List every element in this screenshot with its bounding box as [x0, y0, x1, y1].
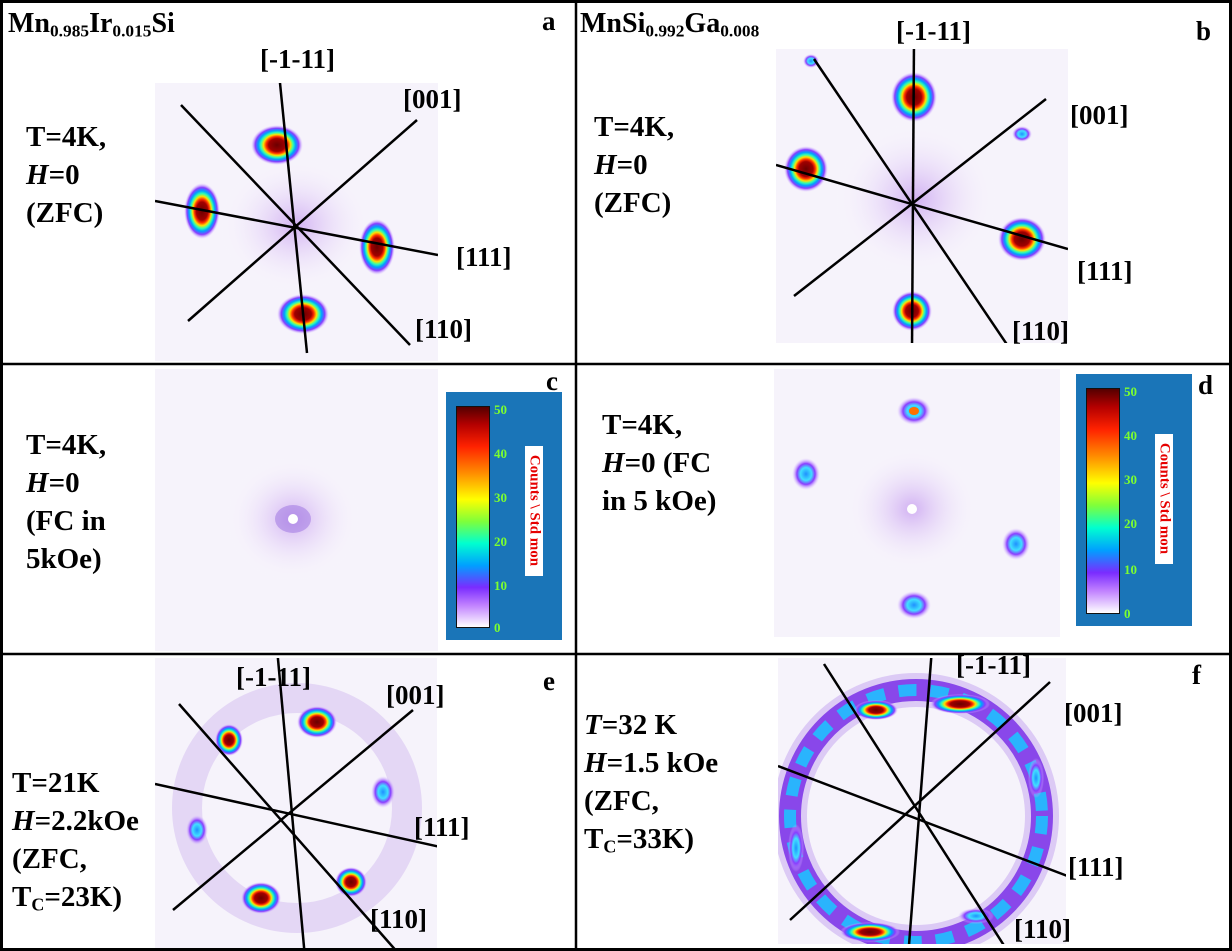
direction-label-m111: [-1-11]	[896, 16, 971, 46]
colorbar: 50 40 30 20 10 0 Counts \ Std mon	[1076, 374, 1192, 626]
panel-e: e T=21K H=2.2kOe (ZFC, TC=23K) [-1-11] […	[0, 654, 576, 951]
colorbar-tick: 0	[1124, 606, 1131, 621]
bragg-spot	[241, 882, 281, 914]
bragg-spot	[371, 776, 395, 808]
panel-f-conditions: T=32 K H=1.5 kOe (ZFC, TC=33K)	[584, 709, 719, 857]
bragg-spot	[792, 458, 820, 490]
bragg-spot	[251, 125, 303, 165]
bragg-spot	[359, 219, 395, 275]
colorbar-tick: 50	[1124, 384, 1137, 399]
bragg-spot	[1002, 528, 1030, 560]
diffraction-map-e	[155, 658, 437, 948]
panel-d: d T=4K, H=0 (FC in 5 kOe) 50 40 30 20 10…	[576, 364, 1232, 654]
bragg-spot	[335, 867, 367, 897]
panel-e-conditions: T=21K H=2.2kOe (ZFC, TC=23K)	[12, 767, 139, 915]
bragg-spot	[784, 146, 828, 192]
colorbar-tick: 20	[1124, 516, 1137, 531]
panel-e-letter: e	[543, 666, 555, 696]
colorbar-tick: 30	[494, 490, 507, 505]
colorbar: 50 40 30 20 10 0 Counts \ Std mon	[446, 392, 562, 640]
direction-label-110: [110]	[1012, 316, 1069, 346]
bragg-spot	[186, 815, 208, 845]
panel-c: c T=4K, H=0 (FC in 5kOe) 50 40 30 20 10 …	[0, 364, 576, 654]
direction-label-110: [110]	[1014, 914, 1071, 944]
panel-b-letter: b	[1196, 16, 1212, 46]
colorbar-tick: 10	[1124, 562, 1137, 577]
diffraction-map-b	[776, 49, 1068, 343]
bragg-spot	[897, 591, 931, 619]
panel-d-letter: d	[1198, 370, 1214, 400]
colorbar-gradient	[456, 406, 490, 628]
direction-label-001: [001]	[1064, 698, 1123, 728]
colorbar-tick: 10	[494, 578, 507, 593]
colorbar-tick: 40	[1124, 428, 1137, 443]
direction-label-111: [111]	[414, 812, 470, 842]
colorbar-tick: 30	[1124, 472, 1137, 487]
direction-label-m111: [-1-11]	[260, 44, 335, 74]
bragg-spot	[215, 724, 243, 756]
bragg-spot	[297, 706, 337, 738]
panel-c-conditions: T=4K, H=0 (FC in 5kOe)	[26, 429, 107, 575]
panel-b: MnSi0.992Ga0.008 b T=4K, H=0 (ZFC) [-1-1…	[576, 0, 1232, 364]
panel-f-letter: f	[1192, 660, 1201, 690]
direction-label-111: [111]	[1077, 256, 1133, 286]
colorbar-tick: 0	[494, 620, 501, 635]
diffraction-map-f	[778, 658, 1066, 944]
colorbar-gradient	[1086, 388, 1120, 614]
bragg-spot	[998, 217, 1046, 261]
direction-label-110: [110]	[370, 904, 427, 934]
direction-label-111: [111]	[1068, 852, 1124, 882]
direction-label-m111: [-1-11]	[956, 650, 1031, 680]
diffraction-map-d	[774, 369, 1060, 637]
colorbar-tick: 20	[494, 534, 507, 549]
panel-d-conditions: T=4K, H=0 (FC in 5 kOe)	[602, 409, 717, 517]
panel-b-title: MnSi0.992Ga0.008	[580, 8, 760, 41]
panel-c-letter: c	[546, 366, 558, 396]
colorbar-title: Counts \ Std mon	[525, 446, 543, 576]
direction-label-001: [001]	[1070, 100, 1129, 130]
direction-label-111: [111]	[456, 242, 512, 272]
panel-b-conditions: T=4K, H=0 (ZFC)	[594, 111, 675, 219]
panel-a-title: Mn0.985Ir0.015Si	[8, 8, 175, 41]
colorbar-tick: 50	[494, 402, 507, 417]
direction-label-001: [001]	[386, 680, 445, 710]
direction-label-001: [001]	[403, 84, 462, 114]
direction-label-m111: [-1-11]	[236, 662, 311, 692]
colorbar-title: Counts \ Std mon	[1155, 434, 1173, 564]
panel-a: Mn0.985Ir0.015Si a T=4K, H=0 (ZFC) [-1-1…	[0, 0, 576, 364]
panel-a-letter: a	[542, 6, 556, 36]
panel-f: f T=32 K H=1.5 kOe (ZFC, TC=33K) [-1-11]…	[576, 650, 1232, 951]
direction-label-110: [110]	[415, 314, 472, 344]
colorbar-tick: 40	[494, 446, 507, 461]
diffraction-map-c	[155, 369, 438, 651]
panel-a-conditions: T=4K, H=0 (ZFC)	[26, 121, 107, 229]
diffraction-map-a	[155, 83, 438, 361]
